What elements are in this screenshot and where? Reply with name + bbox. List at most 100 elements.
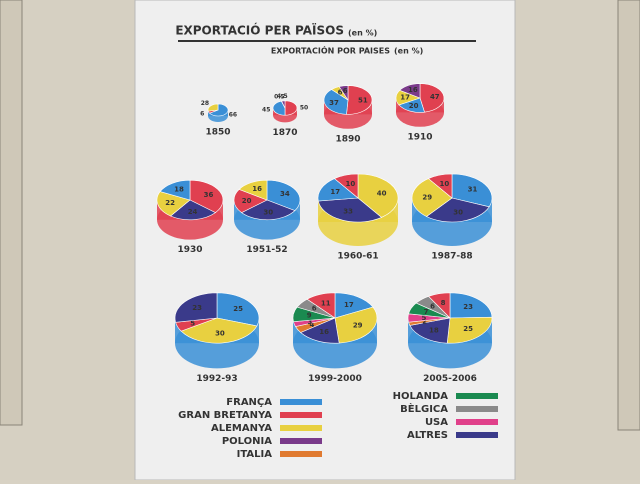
pie-slice <box>334 306 378 344</box>
subtitle: EXPORTACIÓN POR PAISES <box>271 45 390 56</box>
pie-slice <box>209 103 229 117</box>
pie-title: 1930 <box>177 245 202 255</box>
slice-label: 36 <box>204 191 214 199</box>
slice-label: 25 <box>233 305 243 313</box>
pie-title: 1910 <box>407 132 432 142</box>
pie-slice <box>317 197 383 223</box>
slice-label: 5 <box>190 319 195 327</box>
slice-label: 20 <box>242 197 252 205</box>
pie-slice <box>323 89 349 115</box>
slice-label: 17 <box>330 188 340 196</box>
frame-right <box>617 0 640 431</box>
pie-slice <box>281 100 286 109</box>
slice-label: 3 <box>307 318 312 326</box>
slice-label: 37 <box>329 99 339 107</box>
slice-label: 6 <box>430 302 435 310</box>
pie-slice <box>207 103 219 112</box>
slice-label: 18 <box>429 326 439 334</box>
legend-swatch <box>280 425 322 431</box>
slice-label: 10 <box>345 180 355 188</box>
pie-slice <box>399 83 421 99</box>
subtitle-unit: (en %) <box>394 47 423 56</box>
slice-label: 6 <box>343 87 348 95</box>
slice-label: 33 <box>343 208 353 216</box>
pie-slice <box>272 100 286 116</box>
pie-slice <box>333 173 359 199</box>
pie-slice <box>216 292 260 327</box>
slice-label: 0.5 <box>274 94 285 101</box>
legend-label: HOLANDA <box>393 391 449 402</box>
legend-label: ALTRES <box>407 430 448 441</box>
pie-slice <box>449 292 493 319</box>
pie-slice <box>174 292 218 323</box>
slice-label: 20 <box>409 102 419 110</box>
pie-slice <box>240 199 296 221</box>
pie-slice <box>317 178 359 202</box>
pie-slice <box>427 173 453 199</box>
legend-swatch <box>456 406 498 412</box>
pie-title: 1999-2000 <box>308 374 362 384</box>
slice-label: 16 <box>252 185 262 193</box>
legend-label: GRAN BRETANYA <box>178 410 272 421</box>
slice-label: 24 <box>188 208 198 216</box>
pie-slice <box>233 189 268 213</box>
pie-slice <box>419 83 445 113</box>
slice-label: 31 <box>468 186 478 194</box>
title: EXPORTACIÓ PER PAÏSOS <box>175 23 344 38</box>
slice-label: 47 <box>430 93 440 101</box>
slice-label: 30 <box>453 208 463 216</box>
legend-swatch <box>280 451 322 457</box>
legend-swatch <box>280 399 322 405</box>
pie-slice <box>238 179 268 201</box>
pie-slice <box>189 179 224 213</box>
slice-label: 4.5 <box>277 93 288 100</box>
pie-slice <box>300 317 340 344</box>
slice-label: 17 <box>400 94 410 102</box>
slice-label: 22 <box>165 199 175 207</box>
legend-label: ALEMANYA <box>211 423 272 434</box>
slice-label: 30 <box>215 330 225 338</box>
pie-slice <box>451 173 493 208</box>
pie-title: 1850 <box>205 128 230 138</box>
slice-label: 51 <box>358 96 368 104</box>
pie-slice <box>346 85 373 115</box>
slice-label: 11 <box>321 299 331 307</box>
slice-label: 16 <box>408 86 418 94</box>
slice-label: 9 <box>307 312 312 320</box>
slice-label: 16 <box>319 328 329 336</box>
pie-slice <box>170 199 217 221</box>
legend-label: USA <box>425 417 448 428</box>
pie-title: 1951-52 <box>246 245 287 255</box>
slice-label: 17 <box>344 301 354 309</box>
title-unit: (en %) <box>348 29 377 38</box>
slice-label: 66 <box>229 111 237 118</box>
pie-title: 1870 <box>272 128 297 138</box>
pie-slice <box>284 100 298 116</box>
legend-swatch <box>280 438 322 444</box>
slice-label: 30 <box>263 208 273 216</box>
slice-label: 50 <box>300 105 308 112</box>
slice-label: 40 <box>377 189 387 197</box>
legend-swatch <box>456 393 498 399</box>
slice-label: 7 <box>424 308 429 316</box>
slice-label: 23 <box>192 304 202 312</box>
pie-title: 1890 <box>335 134 360 144</box>
pie-slice <box>428 292 451 319</box>
legend-label: FRANÇA <box>226 397 272 408</box>
pie-slice <box>425 197 490 223</box>
slice-label: 8 <box>441 299 446 307</box>
slice-label: 45 <box>262 106 270 113</box>
slice-label: 6 <box>312 305 317 313</box>
frame-left <box>0 0 23 426</box>
slice-label: 34 <box>280 190 290 198</box>
pie-slice <box>357 173 399 218</box>
slice-label: 29 <box>422 194 432 202</box>
pie-slice <box>411 178 453 217</box>
slice-label: 28 <box>201 100 209 107</box>
pie-slice <box>446 316 493 344</box>
pie-slice <box>338 85 349 101</box>
pie-slice <box>306 292 336 319</box>
slice-label: 10 <box>439 180 449 188</box>
